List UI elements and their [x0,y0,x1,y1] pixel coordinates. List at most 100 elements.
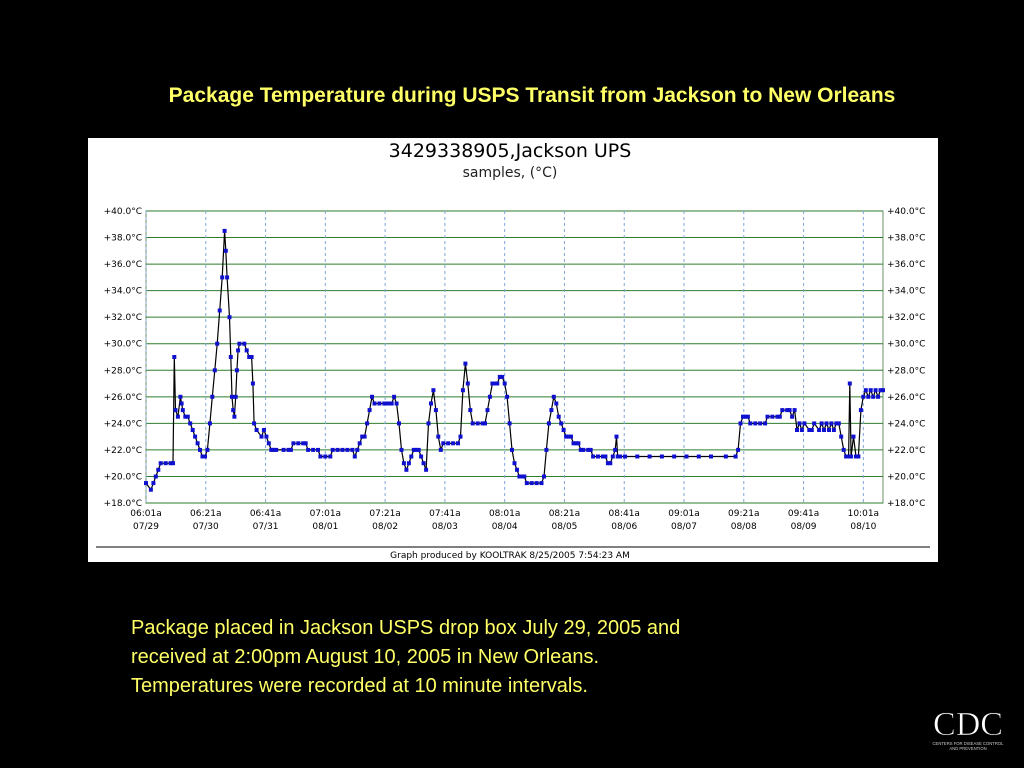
data-point [871,394,876,399]
data-point [775,414,780,419]
data-point [220,275,225,280]
data-point [807,428,812,432]
y-tick-label-right: +26.0°C [887,393,925,403]
x-tick-time: 08:01a [489,509,520,519]
data-point [600,454,605,459]
data-point [529,481,534,486]
data-point [318,454,323,459]
data-point [264,434,269,439]
data-point [799,428,804,432]
data-point [741,414,745,419]
data-point [306,447,311,452]
data-point [765,414,770,419]
data-point [591,454,596,459]
data-point [603,454,608,459]
data-point [394,401,399,406]
data-point [502,381,507,386]
data-point [819,421,824,426]
data-point [549,408,554,413]
data-point [770,414,775,419]
y-tick-label-left: +34.0°C [104,287,142,297]
y-tick-label-right: +18.0°C [887,499,925,509]
data-point [736,447,741,452]
data-point [839,434,844,439]
x-tick-date: 07/31 [253,522,279,532]
data-point [406,461,411,466]
data-point [659,454,664,459]
data-point [495,381,500,386]
data-point [483,421,487,426]
data-point [517,474,522,479]
data-point [236,348,241,353]
chart-panel: 3429338905,Jackson UPS samples, (°C) +18… [88,138,938,562]
data-point [424,467,429,472]
y-tick-label-left: +38.0°C [104,234,142,244]
data-point [156,467,161,472]
data-point [188,421,193,426]
data-point [510,447,514,452]
data-point [635,454,640,459]
x-tick-time: 06:01a [130,509,161,519]
data-point [647,454,652,459]
data-point [451,441,456,446]
data-point [269,447,274,452]
data-point [827,428,831,432]
temperature-chart: 3429338905,Jackson UPS samples, (°C) +18… [96,140,930,561]
data-point [866,394,871,399]
data-point [330,447,335,452]
data-point [460,388,465,393]
data-point [198,447,202,452]
data-point [588,447,593,452]
data-point [195,441,200,446]
data-point [847,381,852,386]
cdc-logo-text: CDC [933,706,1003,743]
data-point [475,421,480,426]
data-point [696,454,701,459]
x-tick-time: 09:41a [788,509,819,519]
data-point [554,401,559,406]
x-tick-date: 07/30 [193,522,219,532]
data-point [844,454,849,459]
x-tick-time: 08:41a [609,509,640,519]
y-tick-label-left: +24.0°C [104,419,142,429]
data-point [172,355,177,359]
data-point [367,408,372,413]
data-point [215,341,220,346]
y-tick-label-right: +34.0°C [887,287,925,297]
y-tick-label-right: +30.0°C [887,340,925,350]
data-point [190,428,195,432]
data-point [323,454,328,459]
y-tick-label-left: +40.0°C [104,207,142,217]
data-point [392,394,397,399]
data-point [556,414,561,419]
data-point [777,414,782,419]
data-point [404,467,409,472]
data-point [212,368,217,373]
data-point [812,421,817,426]
data-point [382,401,387,406]
data-point [623,454,627,459]
chart-title: 3429338905,Jackson UPS [389,140,632,162]
data-point [841,447,846,452]
data-point [231,408,236,413]
data-point [785,408,790,413]
data-point [470,421,475,426]
data-point [576,441,581,446]
data-point [261,428,266,432]
data-point [795,428,799,432]
data-point [185,414,190,419]
data-point [421,461,426,466]
data-point [151,481,156,486]
data-point [797,421,802,426]
data-point [360,434,365,439]
data-point [834,421,839,426]
data-point [163,461,168,466]
data-point [846,454,851,459]
data-point [546,421,551,426]
data-point [301,441,306,446]
data-point [780,408,785,413]
data-point [802,421,807,426]
data-point [200,454,205,459]
data-point [534,481,539,486]
slide-title: Package Temperature during USPS Transit … [168,84,896,107]
